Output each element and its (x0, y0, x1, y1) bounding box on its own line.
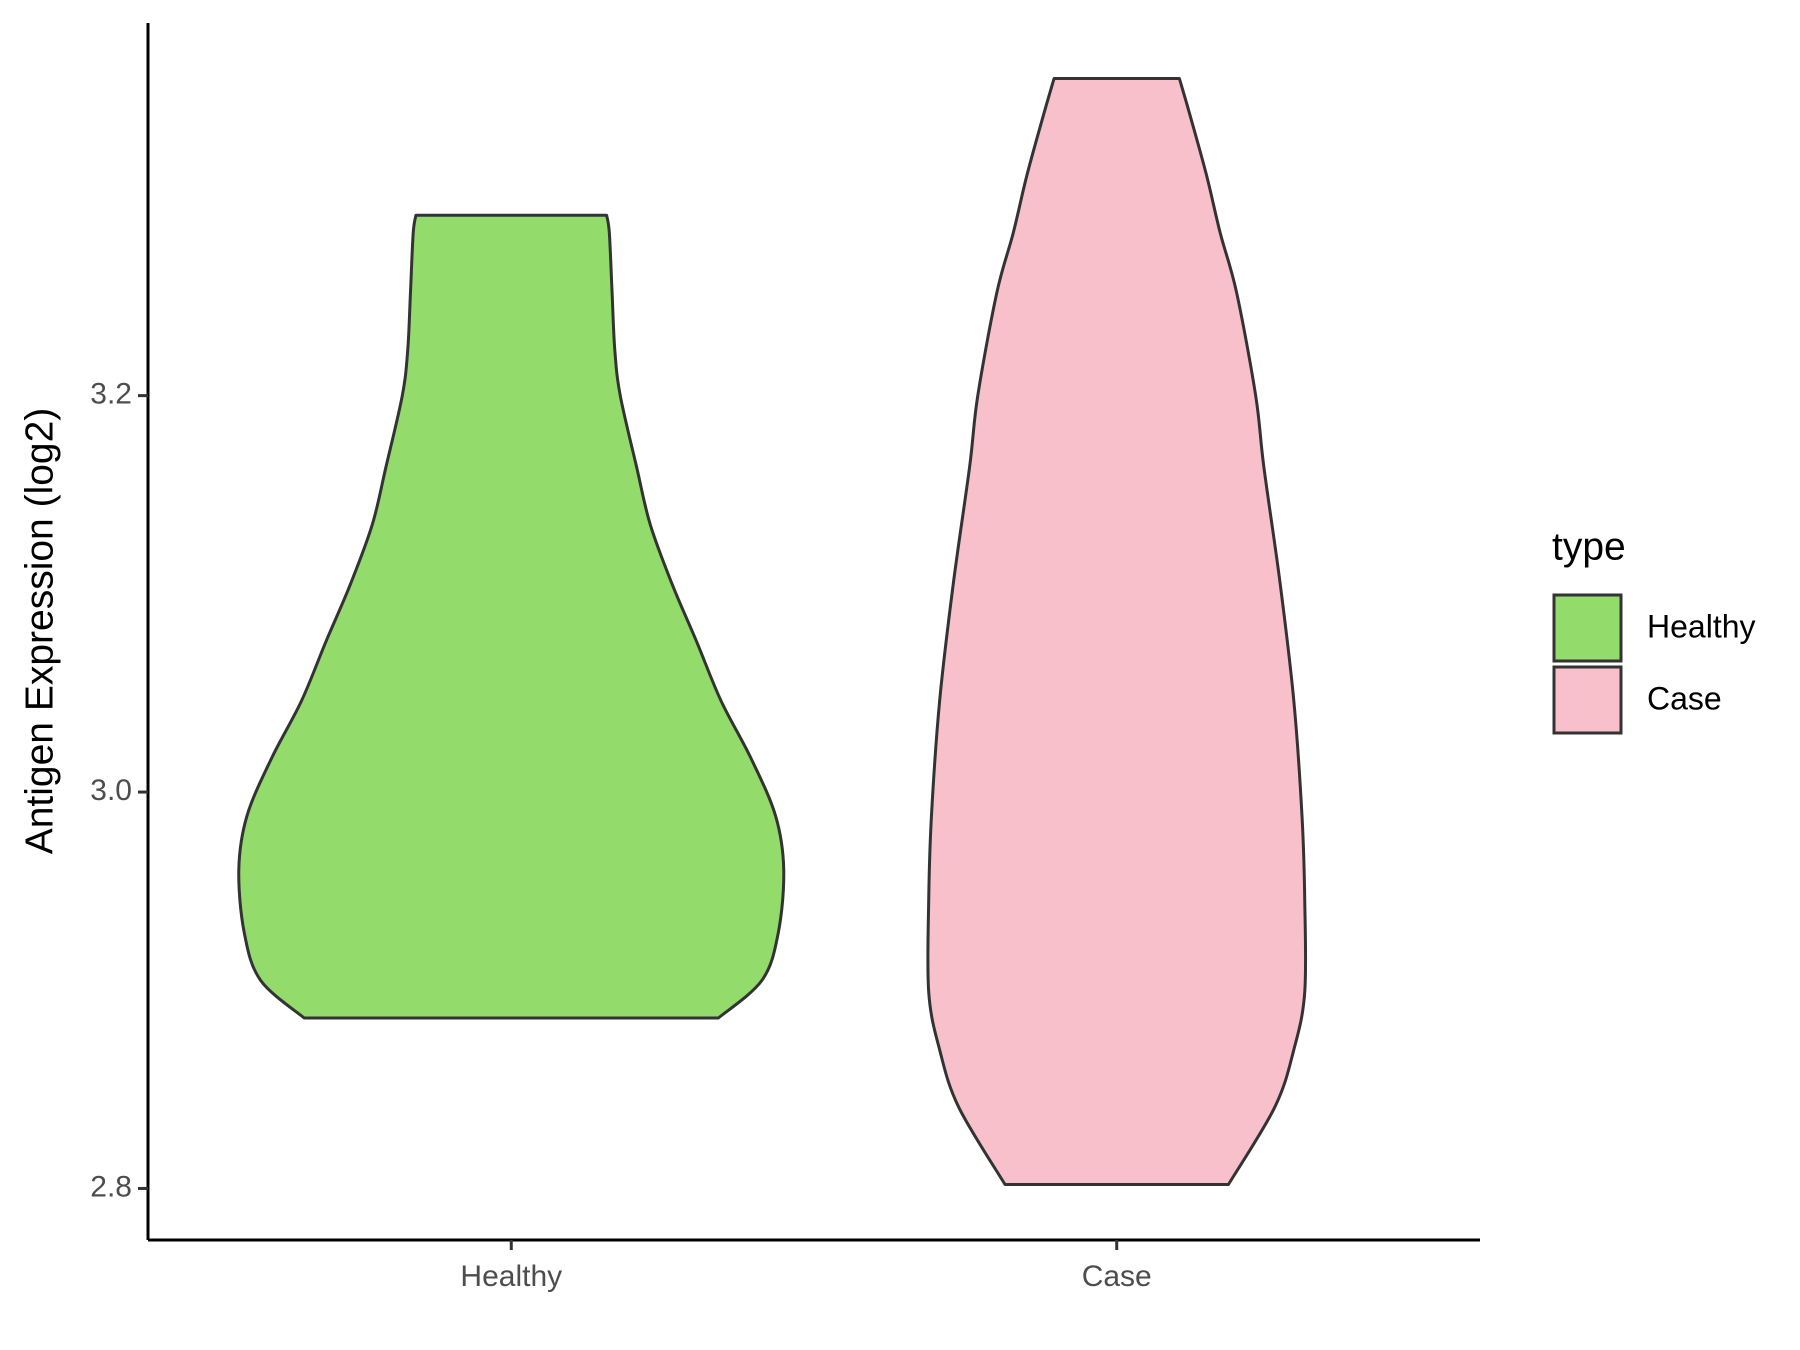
legend-label: Case (1647, 680, 1722, 716)
y-tick-label: 3.0 (90, 774, 132, 807)
x-tick-label: Healthy (460, 1260, 562, 1293)
legend-title: type (1552, 525, 1626, 568)
legend-label: Healthy (1647, 608, 1756, 644)
x-tick-label: Case (1082, 1260, 1152, 1293)
violin (926, 76, 1308, 1186)
y-tick-label: 3.2 (90, 378, 132, 411)
y-axis-label: Antigen Expression (log2) (18, 408, 61, 855)
legend-key (1552, 665, 1623, 735)
legend-key (1552, 593, 1623, 663)
violin (237, 213, 786, 1020)
y-tick-label: 2.8 (90, 1170, 132, 1203)
